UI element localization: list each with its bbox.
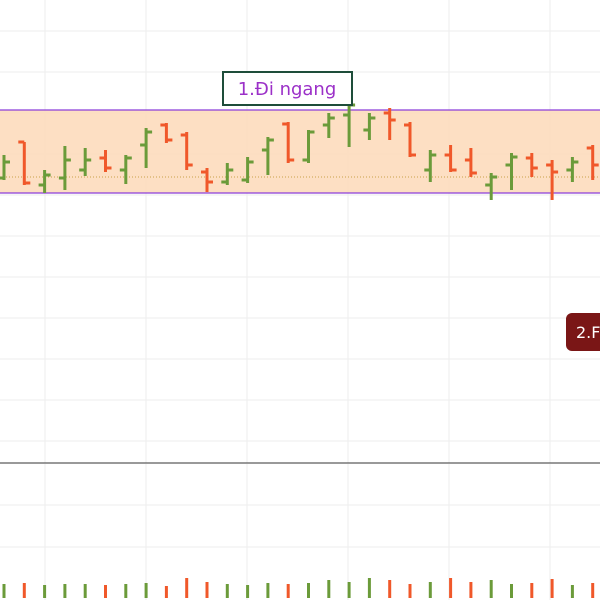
volume-bar [449, 578, 453, 598]
volume-bar [266, 583, 270, 598]
volume [2, 578, 595, 598]
volume-bar [327, 580, 331, 598]
ohlc-bar [586, 145, 599, 180]
ohlc-bar [201, 168, 213, 192]
volume-bar [63, 584, 67, 598]
volume-bar [205, 582, 209, 598]
volume-bar [530, 583, 534, 598]
range-box-layer [0, 109, 600, 194]
ohlc-bar [464, 148, 477, 177]
ohlc-bar [404, 122, 416, 157]
ohlc-bar [221, 163, 234, 185]
ohlc-bar [99, 150, 112, 172]
ohlc-bar [282, 122, 295, 163]
ohlc-bar [0, 155, 10, 180]
volume-bar [286, 584, 290, 598]
ohlc-bar [58, 146, 71, 190]
ohlc-bar [180, 132, 193, 170]
volume-bar [489, 580, 493, 598]
annotation-2: 2.F [566, 313, 600, 351]
ohlc-bar [424, 150, 437, 182]
volume-bar [164, 586, 168, 598]
ohlc-bar [160, 123, 173, 143]
volume-bar [104, 585, 107, 598]
volume-bar [124, 584, 128, 598]
volume-bar [408, 584, 412, 598]
volume-bar [510, 584, 513, 598]
ohlc-bar [546, 160, 559, 200]
annotation-box [566, 313, 600, 351]
volume-bar [347, 582, 351, 598]
volume-bar [2, 584, 6, 598]
ohlc-bar [444, 145, 457, 172]
annotation-text: 1.Đi ngang [238, 79, 337, 100]
volume-bar [144, 583, 148, 598]
volume-bar [43, 585, 47, 598]
ohlc-bar [241, 157, 254, 183]
ohlc-bar [322, 113, 335, 138]
range-box [0, 110, 600, 193]
volume-bar [428, 582, 432, 598]
ohlc-bar [525, 153, 538, 177]
annotation-text: 2.F [576, 323, 600, 342]
ohlc-bar [38, 170, 51, 193]
ohlc-bar [363, 113, 376, 140]
volume-bar [83, 584, 87, 598]
volume-bar [469, 582, 473, 598]
annotation-1: 1.Đi ngang [222, 71, 353, 106]
volume-bar [367, 578, 371, 598]
ohlc-bar [119, 155, 132, 184]
volume-bar [246, 585, 250, 598]
annotation-box [222, 71, 353, 106]
volume-bar [388, 580, 392, 598]
volume-bar [225, 584, 229, 598]
ohlc-bar [140, 128, 153, 168]
ohlc-bar [79, 148, 92, 176]
ohlc-bar [505, 153, 518, 190]
ohlc-bar [485, 173, 498, 200]
volume-bar [22, 583, 26, 598]
ohlc-bar [261, 137, 274, 175]
volume-bar [185, 578, 189, 598]
ohlc-bar [302, 130, 315, 163]
ohlc-bar [18, 140, 31, 185]
ohlc-bar [566, 157, 579, 182]
volume-bar [307, 583, 310, 598]
volume-bar [570, 585, 574, 598]
ohlc-bar [383, 108, 396, 140]
volume-bar [550, 579, 554, 598]
volume-bar [591, 583, 595, 598]
